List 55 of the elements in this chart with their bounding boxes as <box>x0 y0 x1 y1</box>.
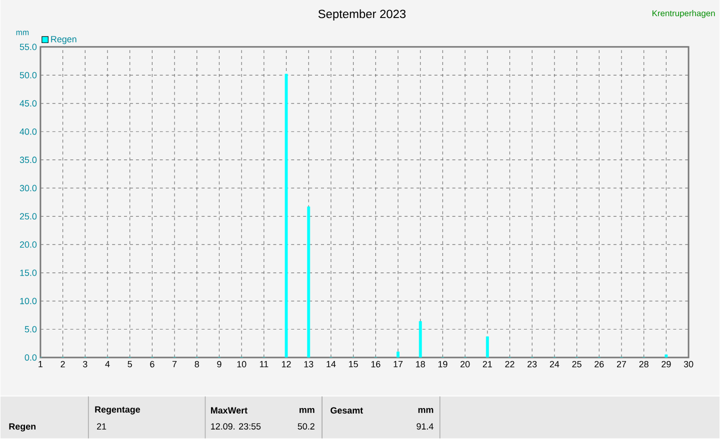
x-tick-label: 7 <box>172 361 177 368</box>
x-tick-label: 24 <box>550 361 560 368</box>
y-tick-label: 20.0 <box>20 241 37 248</box>
y-tick-label: 25.0 <box>20 213 37 220</box>
text: Regen <box>9 423 36 432</box>
text: mm <box>300 408 314 413</box>
y-tick-label: 45.0 <box>20 100 37 107</box>
y-tick-label: 40.0 <box>20 128 37 135</box>
x-tick-label: 15 <box>349 361 358 368</box>
x-tick-label: 30 <box>684 361 694 368</box>
x-tick-label: 3 <box>83 361 88 368</box>
x-tick-label: 23 <box>528 361 537 368</box>
y-tick-label: 55.0 <box>20 44 37 50</box>
text: MaxWert <box>211 407 248 414</box>
text: 50.2 <box>298 423 314 430</box>
x-tick-label: 1 <box>38 361 43 368</box>
x-tick-label: 13 <box>304 361 314 368</box>
x-tick-label: 25 <box>572 361 582 368</box>
text: Gesamt <box>330 407 363 414</box>
y-tick-label: 35.0 <box>20 156 37 164</box>
x-tick-label: 28 <box>639 361 648 368</box>
x-tick-label: 21 <box>482 361 492 368</box>
x-tick-label: 27 <box>616 361 626 368</box>
text: Regentage <box>95 406 140 415</box>
text: 12.09. 23:55 <box>211 423 261 430</box>
y-tick-label: 15.0 <box>20 270 37 276</box>
x-tick-label: 9 <box>217 361 222 368</box>
x-tick-label: 12 <box>282 361 291 368</box>
y-tick-label: 0.0 <box>24 354 37 361</box>
text: 91.4 <box>416 423 434 430</box>
chart-title: September 2023 <box>318 9 406 21</box>
y-tick-label: 50.0 <box>20 72 37 78</box>
x-tick-label: 16 <box>371 361 380 368</box>
y-tick-label: 30.0 <box>20 184 37 192</box>
x-tick-label: 2 <box>60 361 65 368</box>
x-tick-label: 5 <box>128 361 132 368</box>
x-tick-label: 8 <box>194 361 199 368</box>
x-tick-label: 26 <box>594 361 604 368</box>
x-tick-label: 22 <box>505 361 514 368</box>
text: mm <box>418 408 434 413</box>
text: Krentruperhagen <box>652 10 715 18</box>
text: 21 <box>97 423 106 430</box>
x-tick-label: 4 <box>105 361 110 368</box>
x-tick-label: 29 <box>662 361 671 368</box>
x-tick-label: 19 <box>438 361 448 368</box>
x-tick-label: 11 <box>260 361 268 368</box>
y-tick-label: 10.0 <box>20 298 37 304</box>
legend-label: Regen <box>51 36 76 44</box>
x-tick-label: 14 <box>326 361 336 368</box>
y-tick-label: 5.0 <box>24 326 37 332</box>
x-tick-label: 6 <box>150 361 154 368</box>
x-tick-label: 18 <box>416 361 425 368</box>
x-tick-label: 17 <box>394 361 403 368</box>
x-tick-label: 20 <box>460 361 470 368</box>
x-tick-label: 10 <box>237 361 246 368</box>
